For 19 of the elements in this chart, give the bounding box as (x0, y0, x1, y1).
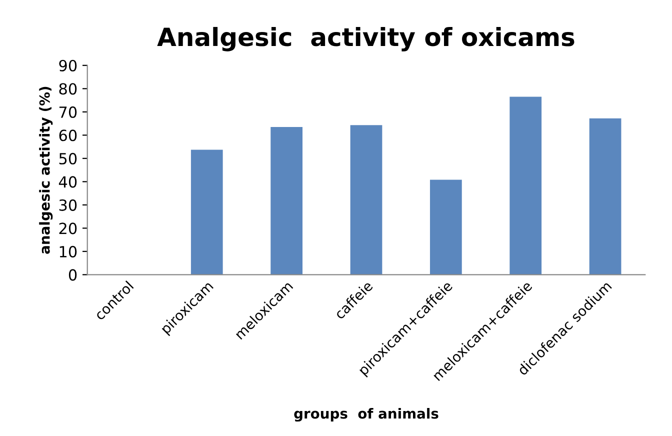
bar (190, 150, 223, 275)
y-tick-label: 50 (59, 152, 77, 164)
bar (589, 118, 622, 275)
y-tick-label: 0 (68, 269, 77, 281)
chart-title: Analgesic activity of oxicams (157, 26, 574, 52)
y-tick-label: 80 (59, 83, 77, 95)
x-axis-title: groups of animals (294, 408, 438, 422)
y-tick-label: 60 (59, 130, 77, 142)
y-tick-label: 20 (59, 222, 77, 234)
bar (350, 125, 382, 275)
bar (270, 127, 302, 275)
y-tick-label: 30 (59, 199, 77, 211)
bar (510, 96, 542, 275)
y-axis-title: analgesic activity (%) (39, 86, 53, 254)
y-tick-label: 10 (60, 246, 77, 258)
bar (430, 180, 462, 275)
y-tick-label: 90 (59, 60, 77, 72)
y-tick-label: 40 (58, 176, 77, 188)
y-tick-label: 70 (59, 106, 77, 118)
